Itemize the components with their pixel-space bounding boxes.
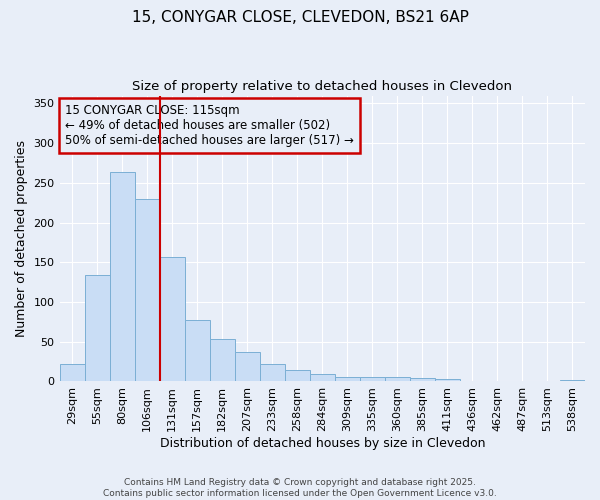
X-axis label: Distribution of detached houses by size in Clevedon: Distribution of detached houses by size … — [160, 437, 485, 450]
Bar — [560, 380, 585, 382]
Bar — [510, 380, 535, 382]
Bar — [85, 275, 110, 382]
Bar — [535, 380, 560, 382]
Bar — [310, 374, 335, 382]
Bar — [185, 320, 209, 382]
Bar — [59, 364, 85, 382]
Bar — [335, 378, 360, 382]
Bar — [209, 338, 235, 382]
Text: 15 CONYGAR CLOSE: 115sqm
← 49% of detached houses are smaller (502)
50% of semi-: 15 CONYGAR CLOSE: 115sqm ← 49% of detach… — [65, 104, 353, 147]
Bar — [460, 380, 485, 382]
Bar — [160, 257, 185, 382]
Bar — [110, 172, 134, 382]
Bar — [435, 379, 460, 382]
Text: Contains HM Land Registry data © Crown copyright and database right 2025.
Contai: Contains HM Land Registry data © Crown c… — [103, 478, 497, 498]
Bar — [285, 370, 310, 382]
Bar — [235, 352, 260, 382]
Bar — [134, 199, 160, 382]
Text: 15, CONYGAR CLOSE, CLEVEDON, BS21 6AP: 15, CONYGAR CLOSE, CLEVEDON, BS21 6AP — [131, 10, 469, 25]
Title: Size of property relative to detached houses in Clevedon: Size of property relative to detached ho… — [132, 80, 512, 93]
Bar — [485, 380, 510, 382]
Y-axis label: Number of detached properties: Number of detached properties — [15, 140, 28, 337]
Bar — [410, 378, 435, 382]
Bar — [260, 364, 285, 382]
Bar — [360, 378, 385, 382]
Bar — [385, 378, 410, 382]
